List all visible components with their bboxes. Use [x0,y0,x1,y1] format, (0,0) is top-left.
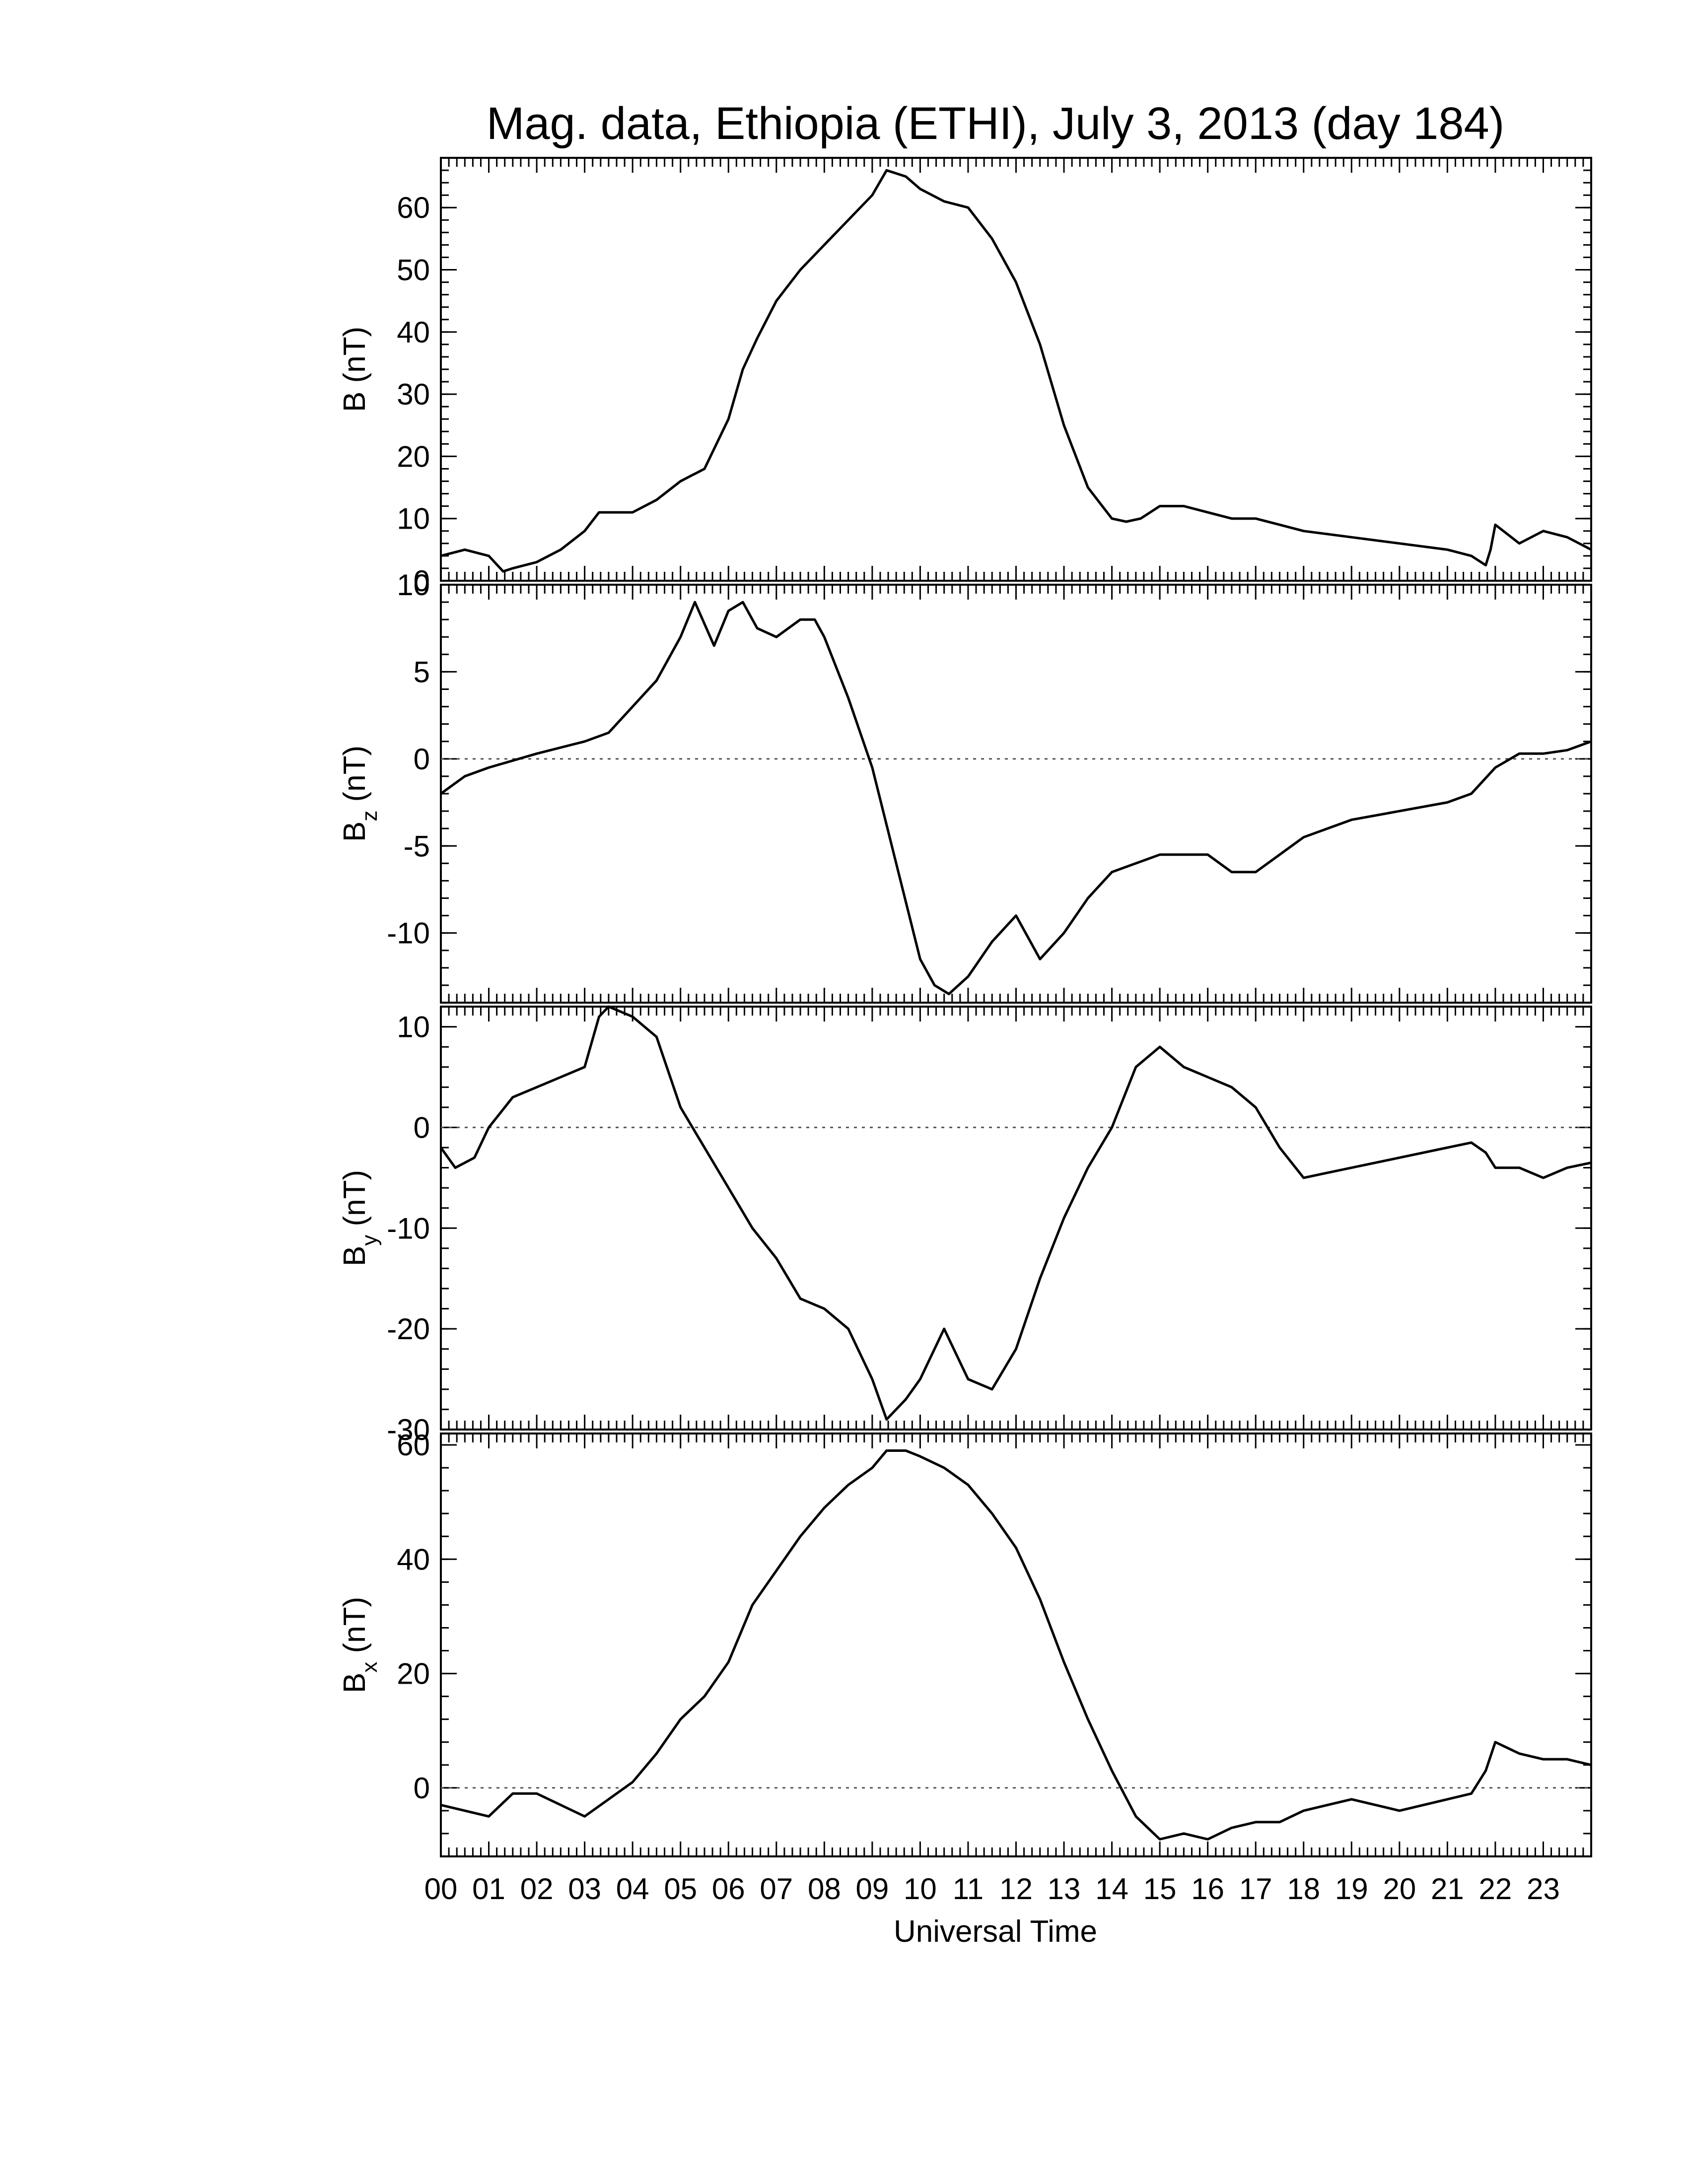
y-axis-label-subscript: x [357,1662,382,1673]
x-tick-label: 06 [712,1872,745,1906]
y-tick-label: 10 [397,1011,430,1044]
x-tick-label: 12 [999,1872,1033,1906]
x-tick-label: 13 [1048,1872,1081,1906]
x-axis-label: Universal Time [894,1914,1097,1949]
y-tick-label: 5 [414,655,430,688]
y-tick-label: 0 [414,564,430,598]
x-tick-label: 23 [1527,1872,1560,1906]
y-tick-label: -20 [387,1312,430,1346]
x-tick-label: 21 [1431,1872,1464,1906]
y-axis-label: By (nT) [338,1170,382,1266]
y-axis-label-unit: (nT) [338,327,372,392]
y-tick-label: -10 [387,917,430,950]
y-axis-label-unit: (nT) [338,1597,372,1662]
x-tick-label: 07 [760,1872,793,1906]
y-tick-label: 10 [397,568,430,602]
series-line-Bx [440,1449,1592,1841]
x-tick-label: 01 [472,1872,505,1906]
panel-Bz: -10 -5 0 5 10 Bz (nT) [338,568,1592,1004]
x-tick-label: 22 [1479,1872,1512,1906]
x-tick-label: 03 [568,1872,601,1906]
y-tick-label: 0 [414,1111,430,1144]
y-tick-label: 0 [414,1772,430,1805]
series-line-Bz [440,601,1592,995]
y-tick-label: 20 [397,440,430,473]
y-tick-label: -30 [387,1413,430,1446]
y-axis-label-unit: (nT) [338,746,372,811]
x-tick-labels: 00 01 02 03 04 05 06 07 08 09 10 11 12 13 14 15 16 17 18 19… [424,1872,1560,1906]
y-tick-label: 10 [397,502,430,536]
y-tick-label: 60 [397,1429,430,1462]
x-tick-label: 08 [808,1872,841,1906]
x-tick-label: 00 [424,1872,458,1906]
x-tick-label: 17 [1239,1872,1272,1906]
panel-B: 0 10 20 30 40 50 60 B (nT) [338,157,1592,598]
y-tick-label: 40 [397,1543,430,1576]
y-axis-label-symbol: B [338,821,372,842]
x-tick-label: 11 [953,1872,984,1906]
y-tick-label: 40 [397,316,430,349]
y-tick-label: 20 [397,1657,430,1691]
series-line-B [440,169,1592,573]
x-tick-label: 16 [1191,1872,1224,1906]
y-axis-label-subscript: z [357,811,382,821]
figure-title: Mag. data, Ethiopia (ETHI), July 3, 2013… [487,98,1505,149]
y-axis-label: Bx (nT) [338,1597,382,1693]
x-tick-label: 20 [1383,1872,1416,1906]
y-tick-label: 0 [414,743,430,776]
y-tick-label: 30 [397,378,430,411]
x-tick-label: 10 [904,1872,937,1906]
x-tick-label: 18 [1287,1872,1320,1906]
x-tick-label: 14 [1095,1872,1128,1906]
y-axis-label-unit: (nT) [338,1170,372,1235]
series-line-By [439,1005,1592,1421]
y-axis-label-symbol: B [338,392,372,412]
y-tick-label: 60 [397,191,430,224]
panel-By: -30 -20 -10 0 10 By (nT) [338,1005,1592,1446]
x-tick-label: 15 [1143,1872,1177,1906]
y-axis-label-symbol: B [338,1673,372,1693]
x-tick-label: 04 [616,1872,649,1906]
y-tick-label: 50 [397,254,430,287]
x-tick-label: 05 [664,1872,697,1906]
y-tick-label: -5 [404,829,430,863]
y-axis-label-symbol: B [338,1246,372,1266]
x-tick-label: 19 [1335,1872,1368,1906]
y-axis-label: Bz (nT) [338,746,382,842]
x-tick-label: 02 [520,1872,554,1906]
x-tick-label: 09 [856,1872,889,1906]
y-axis-label: B (nT) [338,327,372,412]
y-tick-label: -10 [387,1212,430,1245]
y-axis-label-subscript: y [357,1235,382,1246]
panel-Bx: 0 20 40 60 Bx (nT) [338,1429,1592,1857]
